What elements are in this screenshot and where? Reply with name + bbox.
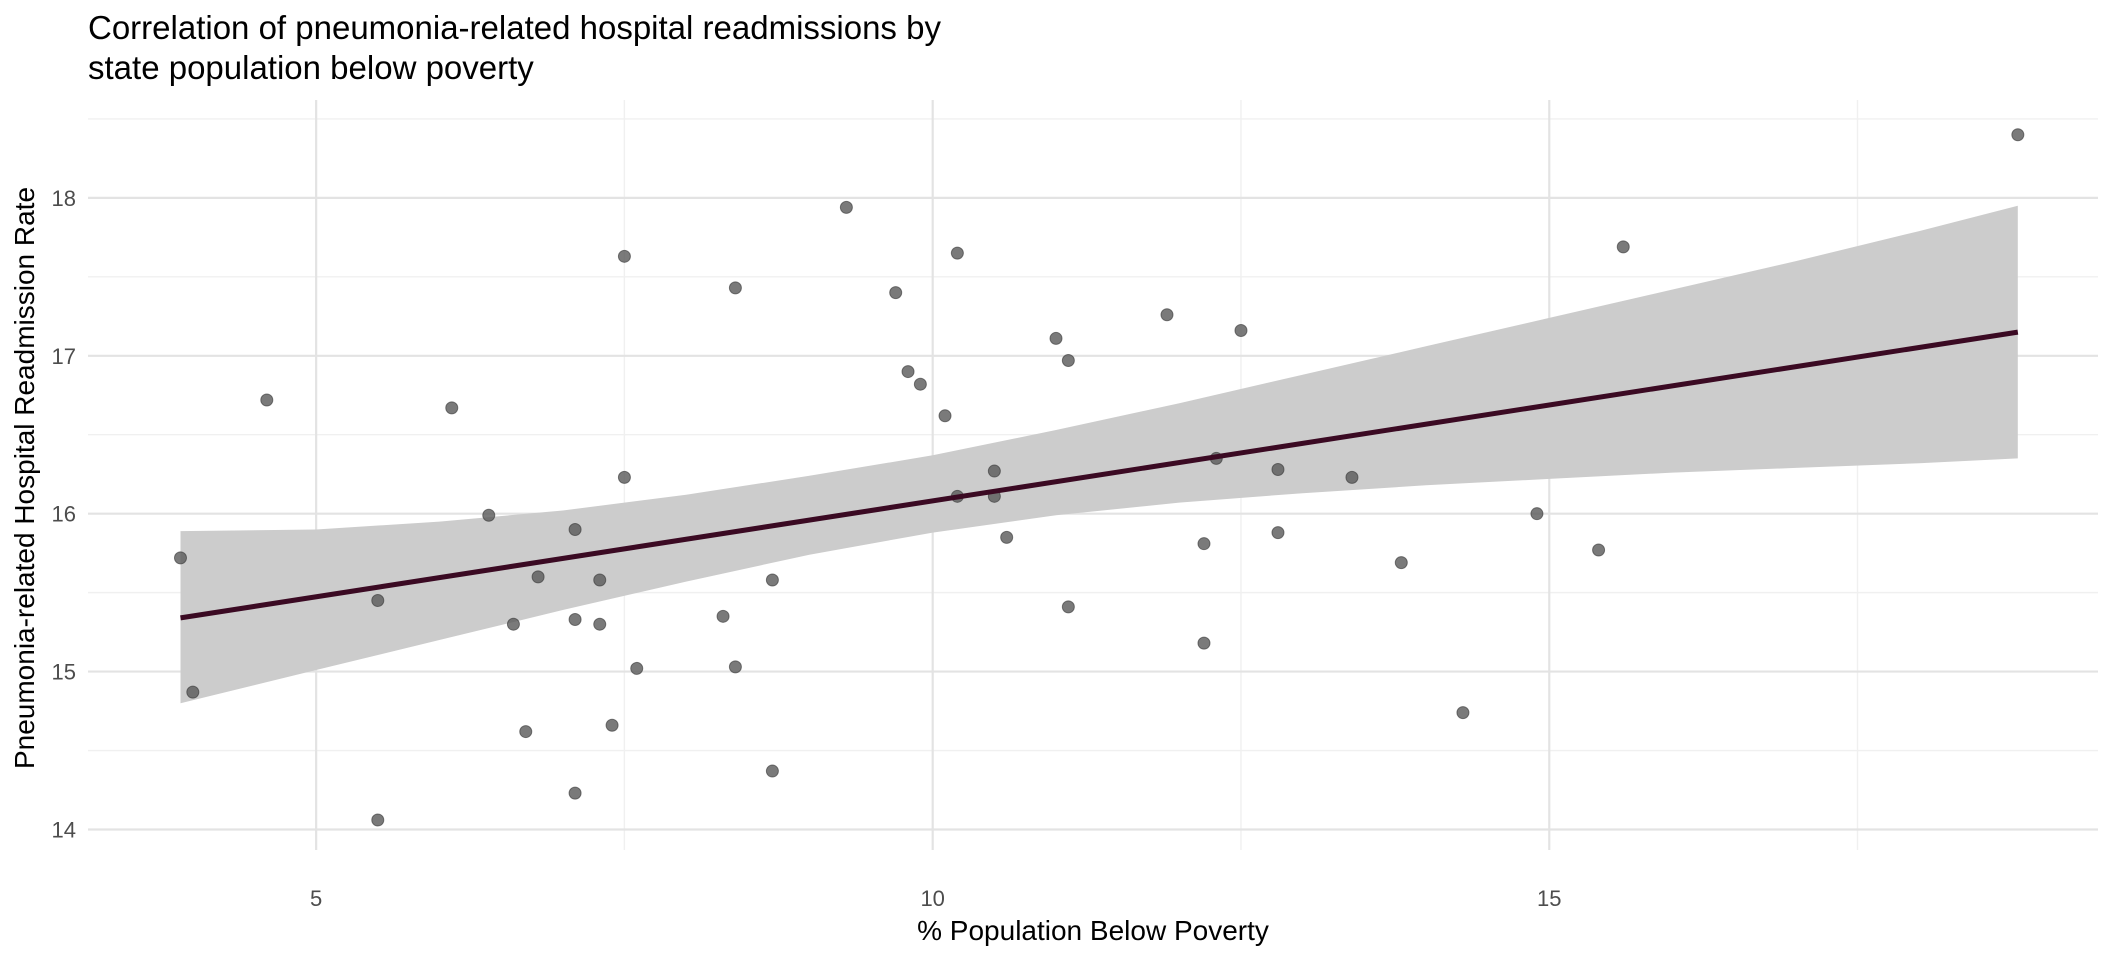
data-point xyxy=(371,594,385,608)
data-point xyxy=(913,377,927,391)
data-point xyxy=(938,409,952,423)
data-point xyxy=(1271,526,1285,540)
y-tick-label: 16 xyxy=(52,502,76,527)
y-tick-label: 15 xyxy=(52,660,76,685)
regression-line xyxy=(180,329,2019,621)
data-point xyxy=(1616,240,1630,254)
data-point xyxy=(260,393,274,407)
y-tick-label: 14 xyxy=(52,817,76,842)
data-point xyxy=(765,573,779,587)
data-point xyxy=(568,612,582,626)
data-point xyxy=(950,246,964,260)
regression-line-path xyxy=(180,329,2019,621)
data-point xyxy=(186,685,200,699)
data-point xyxy=(506,617,520,631)
data-point xyxy=(716,609,730,623)
data-point xyxy=(605,718,619,732)
chart-title-line-1: Correlation of pneumonia-related hospita… xyxy=(88,9,941,46)
data-point xyxy=(371,813,385,827)
data-point xyxy=(1394,556,1408,570)
data-point xyxy=(728,660,742,674)
x-tick-label: 15 xyxy=(1537,886,1561,911)
data-point xyxy=(482,508,496,522)
data-point xyxy=(839,200,853,214)
data-point xyxy=(889,286,903,300)
data-point xyxy=(593,617,607,631)
data-point xyxy=(617,249,631,263)
y-axis-title: Pneumonia-related Hospital Readmission R… xyxy=(9,187,40,769)
data-point xyxy=(1592,543,1606,557)
confidence-band-area xyxy=(180,205,2018,704)
data-point xyxy=(1456,706,1470,720)
data-point xyxy=(593,573,607,587)
y-tick-label: 17 xyxy=(52,344,76,369)
x-tick-label: 5 xyxy=(310,886,322,911)
chart-title: Correlation of pneumonia-related hospita… xyxy=(88,8,1288,88)
data-point xyxy=(987,464,1001,478)
data-point xyxy=(728,281,742,295)
data-point xyxy=(173,551,187,565)
data-point xyxy=(1049,331,1063,345)
data-point xyxy=(568,522,582,536)
data-point xyxy=(1061,600,1075,614)
confidence-band xyxy=(180,205,2018,704)
data-point xyxy=(531,570,545,584)
data-point xyxy=(901,365,915,379)
data-point xyxy=(617,470,631,484)
y-tick-label: 18 xyxy=(52,186,76,211)
data-point xyxy=(2011,128,2025,142)
data-points xyxy=(173,128,2025,827)
x-tick-label: 10 xyxy=(920,886,944,911)
data-point xyxy=(568,786,582,800)
chart-title-line-2: state population below poverty xyxy=(88,49,534,86)
data-point xyxy=(519,725,533,739)
data-point xyxy=(630,661,644,675)
data-point xyxy=(1530,507,1544,521)
x-axis-ticks: 5 10 15 xyxy=(310,886,1561,911)
data-point xyxy=(1197,537,1211,551)
data-point xyxy=(1061,354,1075,368)
data-point xyxy=(1000,530,1014,544)
x-axis-title: % Population Below Poverty xyxy=(917,915,1269,946)
data-point xyxy=(1197,636,1211,650)
data-point xyxy=(765,764,779,778)
data-point xyxy=(1160,308,1174,322)
data-point xyxy=(1271,462,1285,476)
data-point xyxy=(1234,324,1248,338)
data-point xyxy=(1345,470,1359,484)
data-point xyxy=(445,401,459,415)
y-axis-ticks: 14 15 16 17 18 xyxy=(52,186,76,843)
